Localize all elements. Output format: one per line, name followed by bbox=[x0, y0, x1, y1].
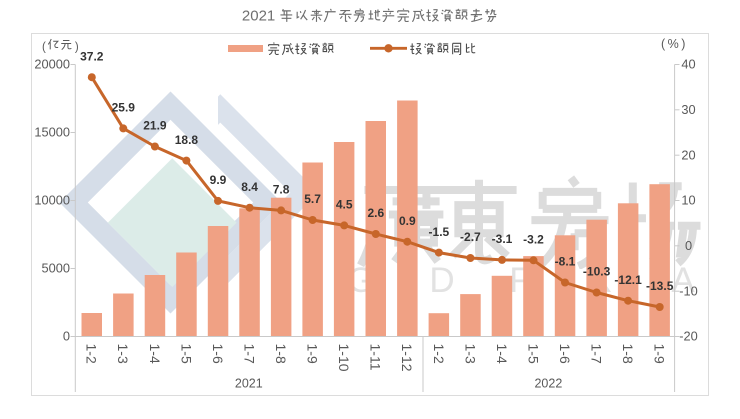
svg-text:-8.1: -8.1 bbox=[555, 255, 576, 269]
svg-text:4.5: 4.5 bbox=[336, 198, 353, 212]
svg-text:9.9: 9.9 bbox=[210, 173, 227, 187]
svg-text:1-9: 1-9 bbox=[305, 344, 321, 364]
svg-text:1-6: 1-6 bbox=[557, 344, 573, 364]
svg-text:1-3: 1-3 bbox=[462, 344, 478, 364]
svg-text:20: 20 bbox=[681, 147, 695, 162]
svg-text:-1.5: -1.5 bbox=[429, 225, 450, 239]
svg-text:10000: 10000 bbox=[34, 193, 70, 208]
svg-text:1-2: 1-2 bbox=[431, 344, 447, 364]
svg-text:-3.2: -3.2 bbox=[523, 233, 544, 247]
svg-text:1-6: 1-6 bbox=[210, 344, 226, 364]
svg-text:1-5: 1-5 bbox=[525, 344, 541, 364]
svg-text:2021: 2021 bbox=[235, 376, 263, 390]
svg-text:21.9: 21.9 bbox=[143, 119, 167, 133]
svg-text:40: 40 bbox=[681, 57, 695, 72]
svg-text:15000: 15000 bbox=[34, 125, 70, 140]
svg-text:5000: 5000 bbox=[42, 261, 70, 276]
svg-text:-3.1: -3.1 bbox=[492, 232, 513, 246]
svg-text:1-12: 1-12 bbox=[399, 344, 415, 372]
svg-text:10: 10 bbox=[681, 193, 695, 208]
svg-text:1-4: 1-4 bbox=[147, 344, 163, 364]
svg-text:1-3: 1-3 bbox=[115, 344, 131, 364]
svg-text:1-9: 1-9 bbox=[652, 344, 668, 364]
svg-text:1-4: 1-4 bbox=[494, 344, 510, 364]
svg-text:-10.3: -10.3 bbox=[583, 265, 611, 279]
svg-text:2022: 2022 bbox=[534, 376, 562, 390]
svg-text:-20: -20 bbox=[679, 329, 698, 344]
svg-text:7.8: 7.8 bbox=[273, 183, 290, 197]
svg-text:2.6: 2.6 bbox=[367, 206, 384, 220]
svg-text:1-5: 1-5 bbox=[178, 344, 194, 364]
svg-text:0.9: 0.9 bbox=[399, 214, 416, 228]
svg-text:25.9: 25.9 bbox=[112, 101, 136, 115]
svg-text:18.8: 18.8 bbox=[175, 133, 199, 147]
svg-text:30: 30 bbox=[681, 102, 695, 117]
svg-text:-12.1: -12.1 bbox=[614, 273, 642, 287]
svg-text:0: 0 bbox=[63, 329, 70, 344]
svg-text:-10: -10 bbox=[679, 283, 698, 298]
svg-text:1-11: 1-11 bbox=[368, 344, 384, 371]
svg-text:1-2: 1-2 bbox=[84, 344, 100, 364]
svg-text:1-8: 1-8 bbox=[620, 344, 636, 364]
svg-text:20000: 20000 bbox=[34, 57, 70, 72]
svg-text:1-7: 1-7 bbox=[589, 344, 605, 364]
svg-text:-13.5: -13.5 bbox=[646, 279, 674, 293]
svg-text:5.7: 5.7 bbox=[304, 192, 321, 206]
svg-text:1-10: 1-10 bbox=[336, 344, 352, 372]
svg-text:1-7: 1-7 bbox=[242, 344, 258, 364]
svg-text:37.2: 37.2 bbox=[80, 49, 104, 63]
svg-text:8.4: 8.4 bbox=[241, 180, 258, 194]
svg-text:1-8: 1-8 bbox=[273, 344, 289, 364]
svg-text:0: 0 bbox=[685, 238, 692, 253]
svg-text:-2.7: -2.7 bbox=[460, 230, 481, 244]
